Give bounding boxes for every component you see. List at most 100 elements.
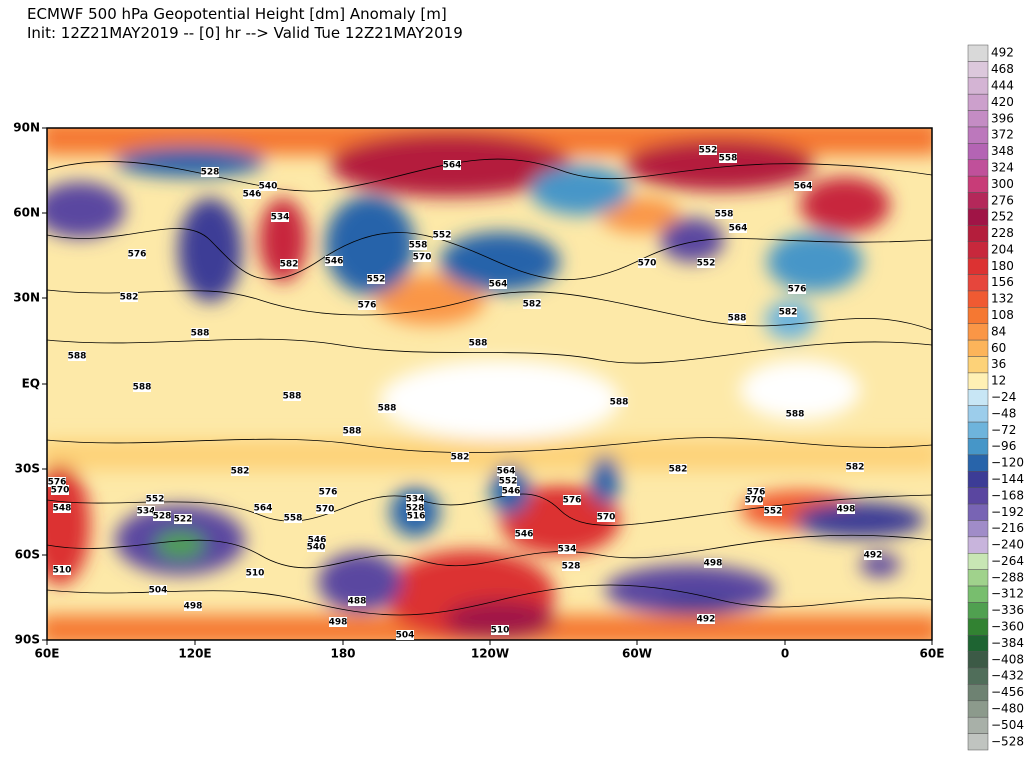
colorbar-label: −432	[991, 669, 1024, 683]
contour-label: 492	[697, 615, 716, 625]
contour-label: 504	[149, 586, 168, 596]
contour-label-bg	[316, 504, 334, 514]
colorbar-swatch	[967, 716, 989, 734]
contour-label-bg	[191, 328, 209, 338]
contour-label-bg	[325, 256, 343, 266]
colorbar-label: −528	[991, 734, 1024, 748]
contour-label: 558	[284, 514, 303, 524]
lat-label: 60N	[13, 206, 40, 220]
contour-label-bg	[719, 153, 737, 163]
colorbar-swatch	[967, 733, 989, 751]
contour-label: 528	[201, 168, 220, 178]
contour-label: 588	[378, 404, 397, 414]
colorbar-swatch	[967, 569, 989, 587]
contour-label: 570	[638, 259, 657, 269]
contour-label: 504	[396, 631, 415, 641]
colorbar-label: 204	[991, 242, 1014, 256]
lon-label: 120W	[471, 647, 509, 661]
contour-label: 582	[280, 260, 299, 270]
colorbar-label: 108	[991, 308, 1014, 322]
colorbar-swatch	[967, 61, 989, 79]
contour-label: 588	[728, 314, 747, 324]
contour-label: 528	[562, 562, 581, 572]
contour-label-bg	[319, 487, 337, 497]
colorbar-label: −240	[991, 538, 1024, 552]
lon-label: 0	[781, 647, 789, 661]
contour-label-bg	[497, 466, 515, 476]
contour-label: 576	[319, 488, 338, 498]
contour-label: 534	[558, 545, 577, 555]
contour-label: 570	[597, 513, 616, 523]
contour-label-bg	[469, 338, 487, 348]
colorbar-swatch	[967, 471, 989, 488]
contour-label: 576	[358, 301, 377, 311]
contour-label: 498	[704, 559, 723, 569]
contour-label-bg	[137, 506, 155, 516]
contour-label: 528	[406, 504, 425, 514]
contour-label-bg	[864, 550, 882, 560]
contour-label-bg	[378, 403, 396, 413]
lat-label: 90S	[15, 633, 40, 647]
colorbar-label: 372	[991, 128, 1014, 142]
colorbar-swatch	[967, 618, 989, 636]
lon-label: 120E	[178, 647, 211, 661]
colorbar-label: −360	[991, 620, 1024, 634]
contour-label-bg	[174, 514, 192, 524]
contour-label-bg	[610, 397, 628, 407]
colorbar-swatch	[967, 684, 989, 702]
lat-label: 30N	[13, 291, 40, 305]
contour-label: 534	[406, 495, 425, 505]
contour-label-bg	[489, 279, 507, 289]
contour-label-bg	[146, 494, 164, 504]
contour-label-bg	[284, 513, 302, 523]
contour-label-bg	[597, 512, 615, 522]
contour-label-bg	[715, 209, 733, 219]
lon-label: 180	[330, 647, 355, 661]
colorbar-swatch	[967, 454, 989, 472]
contour-label: 588	[610, 398, 629, 408]
colorbar-label: 348	[991, 144, 1014, 158]
colorbar-label: 84	[991, 324, 1006, 338]
contour-label-bg	[764, 506, 782, 516]
contour-label-bg	[443, 160, 461, 170]
colorbar-swatch	[967, 110, 989, 128]
contour-label: 564	[489, 280, 508, 290]
lon-label: 60E	[35, 647, 60, 661]
colorbar-swatch	[967, 257, 989, 275]
colorbar-label: −96	[991, 439, 1016, 453]
contour-label: 582	[779, 308, 798, 318]
contour-label: 570	[316, 505, 335, 515]
colorbar-swatch	[967, 356, 989, 374]
contour-label: 576	[48, 478, 67, 488]
contour-label: 552	[433, 231, 452, 241]
lon-label: 60W	[622, 647, 652, 661]
colorbar-label: −168	[991, 488, 1024, 502]
contour-label-bg	[246, 568, 264, 578]
map-field	[47, 128, 932, 640]
colorbar-label: −384	[991, 636, 1024, 650]
colorbar-label: −504	[991, 718, 1024, 732]
contour-label: 548	[53, 504, 72, 514]
colorbar-swatch	[967, 323, 989, 341]
contour-label-bg	[491, 625, 509, 635]
contour-label: 564	[497, 467, 516, 477]
contour-label: 576	[128, 250, 147, 260]
contour-label: 570	[51, 486, 70, 496]
contour-label: 498	[837, 505, 856, 515]
colorbar-swatch	[967, 536, 989, 554]
contour-label-bg	[343, 426, 361, 436]
contour-label-bg	[283, 391, 301, 401]
colorbar-label: 324	[991, 160, 1014, 174]
contour-label-bg	[523, 299, 541, 309]
colorbar-swatch	[967, 520, 989, 538]
colorbar-swatch	[967, 159, 989, 177]
contour-label-bg	[367, 274, 385, 284]
contour-label: 552	[146, 495, 165, 505]
contour-label: 576	[563, 496, 582, 506]
contour-label-bg	[562, 561, 580, 571]
contour-label-bg	[499, 476, 517, 486]
colorbar-label: 36	[991, 357, 1006, 371]
contour-label-bg	[329, 617, 347, 627]
contour-label-bg	[729, 223, 747, 233]
contour-label: 582	[669, 465, 688, 475]
